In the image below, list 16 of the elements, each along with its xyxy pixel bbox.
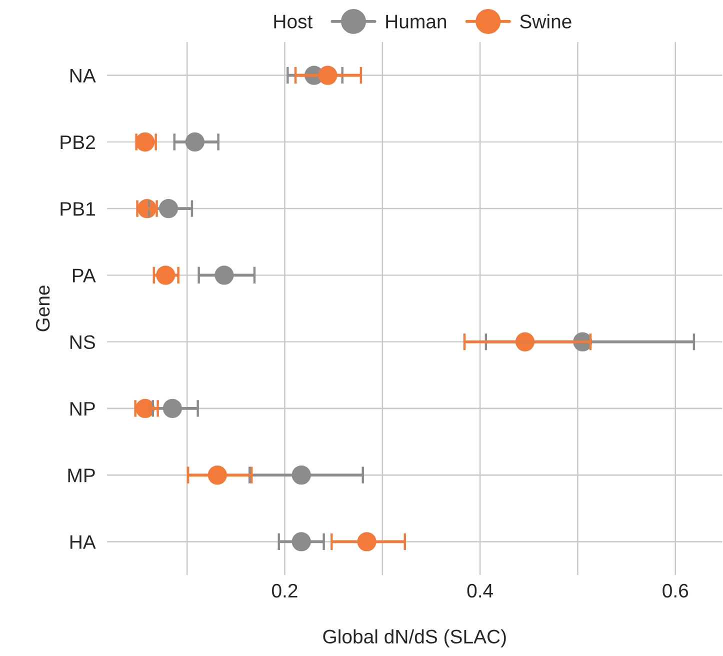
legend-label: Human [386,14,446,28]
y-tick-label: NS [70,335,95,350]
y-tick-label: PB1 [60,202,95,216]
y-tick-label: NA [70,68,96,82]
y-tick-label: PA [72,268,96,282]
x-axis-title: Global dN/dS (SLAC) [323,629,506,648]
y-tick-label: HA [70,535,96,549]
legend-label: Swine [520,14,572,28]
y-tick-label: NP [70,402,95,416]
x-tick-label: 0.2 [272,584,298,598]
y-tick-label: MP [68,468,95,482]
legend-title: Host [274,14,313,28]
y-tick-label: PB2 [60,135,95,149]
y-axis-title: Gene [36,286,50,332]
x-tick-label: 0.4 [467,584,494,598]
x-tick-label: 0.6 [662,584,688,598]
